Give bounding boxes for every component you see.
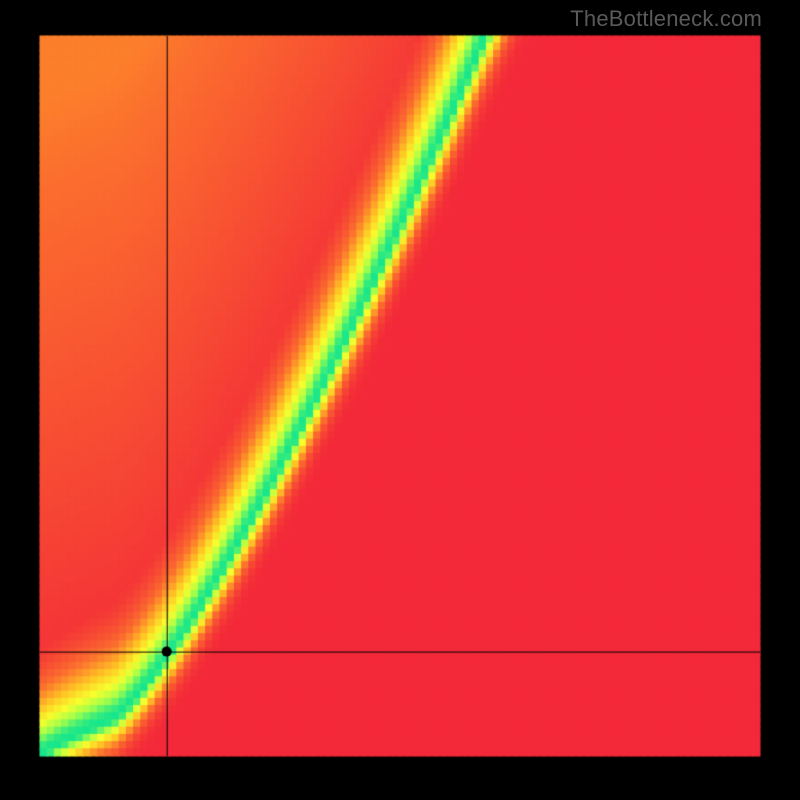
watermark-text: TheBottleneck.com: [570, 6, 762, 32]
heatmap-chart: [0, 0, 800, 800]
